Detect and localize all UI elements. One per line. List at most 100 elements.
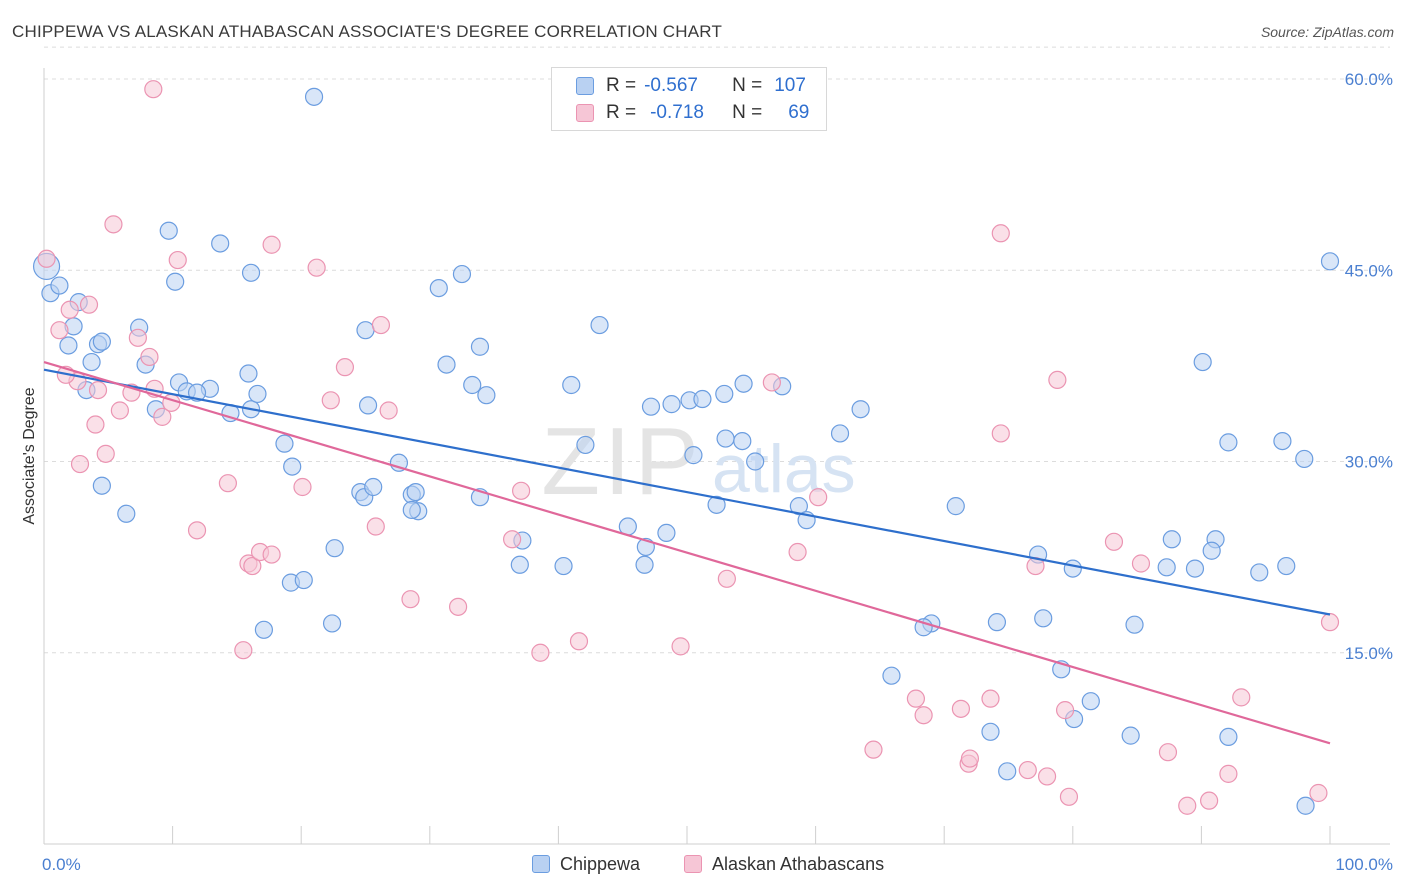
chippewa-point xyxy=(1162,530,1181,549)
athabascan-point xyxy=(321,391,340,410)
chippewa-point xyxy=(657,523,676,543)
gridlines xyxy=(44,46,1390,654)
athabascan-point xyxy=(110,401,129,420)
athabascan-point xyxy=(144,80,163,99)
athabascan-point xyxy=(991,424,1010,443)
athabascan-point xyxy=(1059,787,1079,806)
chippewa-point xyxy=(239,364,258,383)
athabascan-point xyxy=(262,545,281,564)
athabascan-point xyxy=(1048,370,1067,389)
chippewa-point xyxy=(463,375,482,395)
r-value: -0.718 xyxy=(650,102,704,123)
chippewa-point xyxy=(715,384,734,404)
watermark: ZIP atlas xyxy=(541,408,855,515)
athabascan-point xyxy=(70,454,90,474)
chippewa-point xyxy=(716,429,735,448)
chippewa-point xyxy=(1157,558,1176,577)
athabascan-point xyxy=(951,699,971,718)
chippewa-point xyxy=(117,504,136,523)
chippewa-point xyxy=(59,336,78,355)
chippewa-point xyxy=(294,570,313,590)
chippewa-point xyxy=(241,263,261,282)
chippewa-point xyxy=(1273,432,1292,451)
chippewa-point xyxy=(693,389,712,409)
chippewa-point xyxy=(830,424,850,443)
chippewa-point xyxy=(437,355,456,374)
x-tick-label: 100.0% xyxy=(1335,855,1393,874)
athabascan-point xyxy=(671,637,690,656)
chippewa-point xyxy=(789,497,808,516)
chippewa-point xyxy=(1125,615,1144,634)
chippewa-point xyxy=(554,556,573,576)
athabascan-point xyxy=(262,235,281,254)
legend-row-athabascan: R = -0.718 N = 69 xyxy=(576,100,809,126)
y-tick-label: 30.0% xyxy=(1345,453,1393,472)
y-tick-label: 60.0% xyxy=(1345,70,1393,89)
chippewa-point xyxy=(304,87,324,106)
chippewa-point xyxy=(733,432,752,451)
chippewa-point xyxy=(641,397,661,416)
chippewa-point xyxy=(1063,559,1082,578)
chippewa-point xyxy=(635,555,654,574)
chippewa-point xyxy=(1250,563,1269,582)
athabascan-point xyxy=(168,250,187,270)
legend-item-athabascan[interactable]: Alaskan Athabascans xyxy=(684,852,884,876)
athabascan-point xyxy=(140,347,159,367)
athabascan-point xyxy=(1219,764,1238,783)
athabascan-point xyxy=(569,632,589,651)
athabascan-point xyxy=(335,358,355,377)
chippewa-point xyxy=(50,276,69,295)
athabascan-point xyxy=(379,401,398,420)
chippewa-point xyxy=(1277,556,1296,576)
r-label: R = xyxy=(606,102,637,123)
n-value: 107 xyxy=(774,75,806,96)
athabascan-point xyxy=(991,224,1010,243)
athabascan-point xyxy=(503,530,522,549)
chippewa-point xyxy=(406,483,425,502)
chippewa-point xyxy=(82,352,101,372)
athabascan-point xyxy=(1178,796,1197,815)
chippewa-point xyxy=(734,374,753,393)
athabascan-point xyxy=(448,597,468,616)
chippewa-point xyxy=(248,384,267,404)
chippewa-point xyxy=(851,400,870,419)
athabascan-point xyxy=(401,590,420,609)
chippewa-point xyxy=(946,497,965,516)
athabascan-point xyxy=(864,740,883,759)
athabascan-point xyxy=(243,556,262,576)
legend-item-chippewa[interactable]: Chippewa xyxy=(532,852,640,876)
athabascan-point xyxy=(1055,701,1075,720)
athabascan-point xyxy=(128,328,147,347)
athabascan-point xyxy=(37,249,56,268)
athabascan-point xyxy=(96,444,115,463)
chippewa-swatch xyxy=(532,855,550,873)
chippewa-point xyxy=(981,722,1000,741)
chippewa-trend-line xyxy=(43,368,1331,616)
athabascan-point xyxy=(1018,760,1037,780)
athabascan-point xyxy=(906,689,926,708)
chippewa-point xyxy=(1034,609,1053,628)
chart-source: Source: ZipAtlas.com xyxy=(1260,24,1394,40)
chippewa-point xyxy=(470,337,490,356)
watermark-zip: ZIP xyxy=(541,408,702,515)
athabascan-point xyxy=(104,215,123,234)
athabascan-swatch xyxy=(576,104,594,122)
chippewa-point xyxy=(322,614,342,633)
chippewa-point xyxy=(662,395,681,414)
chippewa-point xyxy=(211,234,230,253)
athabascan-point xyxy=(366,517,385,536)
chippewa-point xyxy=(283,457,302,476)
chippewa-point xyxy=(477,386,496,405)
athabascan-point xyxy=(79,295,99,314)
athabascan-point xyxy=(717,569,736,588)
athabascan-point xyxy=(1232,688,1251,707)
athabascan-point xyxy=(153,407,172,426)
y-tick-label: 45.0% xyxy=(1345,261,1393,280)
athabascan-point xyxy=(218,474,237,493)
athabascan-point xyxy=(1158,743,1178,762)
chippewa-point xyxy=(325,539,344,558)
athabascan-trend-line xyxy=(43,360,1331,745)
athabascan-point xyxy=(1320,613,1340,632)
chippewa-point xyxy=(187,383,207,402)
